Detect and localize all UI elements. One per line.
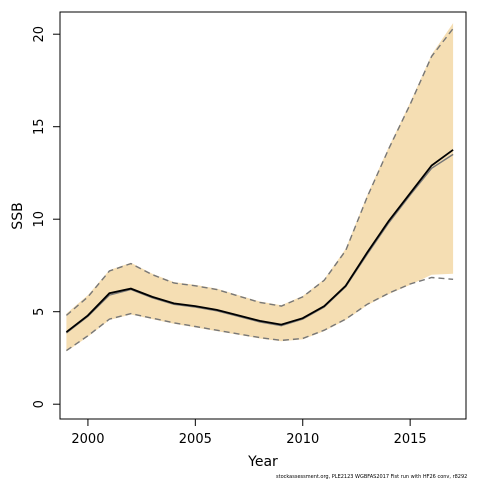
series-line-upper-bound [65, 28, 454, 316]
series-lines [65, 28, 454, 352]
series-line-estimate [65, 149, 454, 333]
y-tick-label: 10 [32, 211, 47, 228]
x-tick-label: 2000 [71, 432, 104, 447]
x-tick-label: 2010 [286, 432, 319, 447]
y-axis-title: SSB [10, 202, 26, 229]
footnote: stockassessment.org, PLE2123 WGBFAS2017 … [276, 474, 468, 480]
y-tick-label: 15 [32, 118, 47, 135]
x-axis: 2000 2005 2010 2015 [71, 419, 427, 447]
y-tick-label: 5 [32, 308, 47, 316]
y-axis: 0 5 10 15 20 [32, 26, 60, 408]
x-tick-label: 2015 [394, 432, 427, 447]
x-tick-label: 2005 [179, 432, 212, 447]
y-tick-label: 20 [32, 26, 47, 43]
series-line-lower-bound [66, 276, 454, 352]
y-tick-label: 0 [32, 400, 47, 408]
x-axis-title: Year [247, 454, 278, 470]
plot-frame [59, 11, 467, 420]
